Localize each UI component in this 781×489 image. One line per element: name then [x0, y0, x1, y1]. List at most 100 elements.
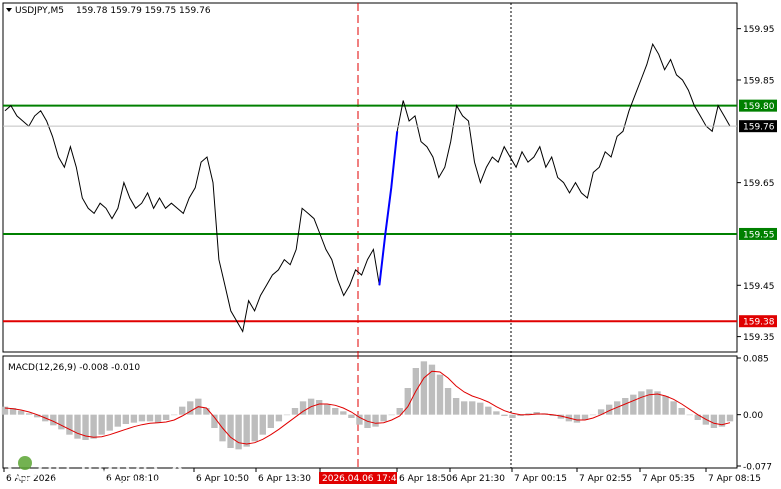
macd-bar — [340, 411, 347, 415]
macd-bar — [348, 414, 355, 418]
y-tick-label: 159.95 — [743, 25, 775, 35]
macd-bar — [170, 414, 178, 416]
macd-bar — [283, 414, 291, 416]
macd-bar — [251, 414, 258, 442]
macd-bar — [114, 414, 121, 427]
y-tick-label: 159.85 — [743, 76, 775, 86]
macd-bar — [211, 414, 218, 428]
macd-label: MACD(12,26,9) -0.008 -0.010 — [8, 363, 140, 373]
macd-bar — [549, 414, 556, 416]
macd-bar — [380, 414, 387, 422]
level-tag-low — [739, 315, 777, 328]
macd-bar — [597, 409, 605, 415]
macd-bar — [428, 364, 436, 415]
macd-bar — [404, 388, 411, 415]
macd-bar — [146, 414, 154, 422]
macd-bar — [509, 414, 516, 418]
level-tag-label: 159.55 — [743, 230, 775, 240]
price-panel — [2, 2, 738, 353]
brand-name: instaforex — [46, 446, 185, 479]
y-tick-label: 159.35 — [743, 333, 775, 343]
macd-bar — [718, 414, 726, 427]
macd-bar — [243, 414, 250, 447]
macd-bar — [533, 412, 540, 415]
macd-bar — [485, 406, 492, 415]
macd-bar — [710, 414, 718, 428]
level-tag-label: 159.38 — [743, 318, 775, 328]
price-line — [4, 42, 731, 333]
macd-bar — [235, 414, 242, 450]
macd-bar — [420, 361, 428, 415]
y-tick-label: 159.45 — [743, 282, 775, 292]
x-tick-label: 7 Apr 08:15 — [708, 474, 761, 484]
macd-bar — [469, 401, 476, 415]
macd-bar — [98, 414, 105, 435]
macd-bar — [324, 404, 331, 415]
macd-bar — [1, 406, 9, 415]
macd-bar — [654, 391, 661, 415]
macd-bar — [614, 401, 621, 415]
logo-ring-icon — [7, 445, 43, 481]
macd-indicator — [1, 361, 734, 450]
logo-dot-icon — [18, 456, 32, 470]
macd-bar — [66, 414, 73, 435]
macd-bar — [452, 398, 460, 415]
x-tick-label: 6 Apr 21:30 — [452, 474, 505, 484]
macd-bar — [670, 401, 677, 415]
macd-bar — [726, 414, 734, 422]
macd-bar — [589, 414, 597, 416]
symbol-label: USDJPY,M5 — [15, 6, 64, 16]
macd-bar — [444, 388, 452, 415]
symbol-dropdown-icon[interactable] — [6, 8, 12, 12]
macd-bar — [605, 404, 613, 415]
macd-bar — [25, 413, 33, 415]
macd-bar — [58, 414, 65, 430]
macd-bar — [138, 414, 146, 422]
x-tick-label: 7 Apr 00:15 — [514, 474, 567, 484]
macd-bar — [678, 408, 685, 415]
time-highlight-label: 2026.04.06 17:40 — [322, 474, 403, 484]
macd-bar — [299, 401, 307, 415]
macd-bar — [267, 414, 275, 428]
macd-bar — [372, 414, 379, 427]
macd-y-tick-label: 0.085 — [743, 355, 769, 365]
macd-bar — [275, 414, 283, 422]
macd-bar — [686, 414, 693, 416]
macd-bar — [477, 402, 484, 415]
macd-bar — [557, 414, 565, 419]
time-highlight-tag — [319, 472, 397, 484]
macd-bar — [315, 400, 323, 415]
macd-axis: 0.085 0.00 -0.077 — [737, 355, 772, 473]
macd-bar — [179, 406, 186, 415]
current-price-label: 159.76 — [743, 123, 775, 133]
x-tick-label: 6 Apr 08:10 — [106, 474, 159, 484]
macd-bar — [332, 408, 339, 415]
macd-bar — [525, 413, 532, 415]
macd-bar — [34, 414, 41, 418]
macd-bar — [501, 414, 508, 416]
price-levels — [3, 104, 737, 323]
price-axis: 159.95 159.85 159.80 159.65 159.55 159.45 159.… — [3, 25, 777, 343]
x-tick-label: 6 Apr 10:50 — [196, 474, 249, 484]
macd-signal-line — [4, 370, 731, 445]
macd-bar — [259, 414, 266, 435]
macd-bar — [622, 398, 629, 415]
macd-bar — [436, 374, 444, 415]
x-tick-label: 7 Apr 05:35 — [642, 474, 695, 484]
breakout-line — [378, 131, 399, 286]
macd-bar — [493, 411, 500, 415]
level-tag-label: 159.80 — [743, 102, 775, 112]
macd-bar — [227, 414, 234, 448]
price-series — [4, 42, 731, 333]
macd-bar — [203, 408, 210, 415]
macd-bar — [581, 414, 589, 420]
brand-tagline: Instant Forex Trading — [52, 476, 168, 489]
macd-bar — [17, 410, 25, 415]
x-tick-label: 7 Apr 02:55 — [579, 474, 632, 484]
macd-bar — [154, 414, 162, 423]
macd-bar — [106, 414, 113, 431]
x-tick-label: 6 Apr 13:30 — [258, 474, 311, 484]
macd-bar — [187, 401, 194, 415]
macd-bar — [638, 391, 645, 415]
